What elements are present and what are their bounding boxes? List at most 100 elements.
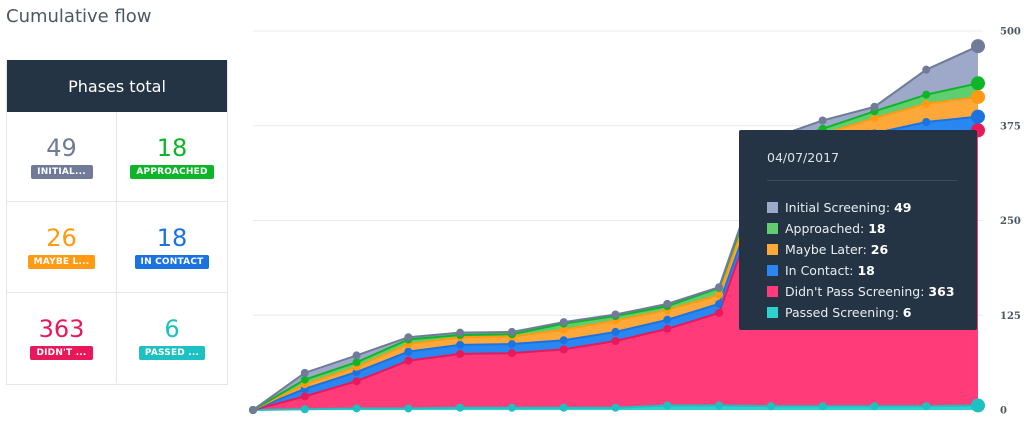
data-point[interactable] [352,351,361,360]
data-point[interactable] [456,349,465,358]
data-point[interactable] [300,375,309,384]
data-point[interactable] [971,76,985,91]
data-point[interactable] [559,325,568,334]
tooltip-row: Didn't Pass Screening: 363 [767,281,955,302]
tooltip-value: 18 [868,221,886,236]
data-point[interactable] [456,328,465,337]
data-point[interactable] [715,308,724,317]
data-point[interactable] [922,99,931,108]
tooltip-label: Passed Screening: [785,305,899,320]
data-point[interactable] [611,310,620,319]
data-point[interactable] [456,403,465,412]
data-point[interactable] [870,402,879,411]
phase-cell[interactable]: 363 DIDN'T ... [7,293,117,383]
tooltip-swatch [767,265,778,276]
data-point[interactable] [404,404,413,413]
data-point[interactable] [559,318,568,327]
phase-count: 49 [46,133,77,162]
data-point[interactable] [404,356,413,365]
data-point[interactable] [404,333,413,342]
chart-tooltip: 04/07/2017 Initial Screening: 49 Approache… [739,130,977,330]
data-point[interactable] [870,114,879,123]
data-point[interactable] [559,336,568,345]
data-point[interactable] [456,340,465,349]
tooltip-label: Maybe Later: [785,242,867,257]
data-point[interactable] [352,404,361,413]
data-point[interactable] [559,403,568,412]
tooltip-date: 04/07/2017 [767,150,840,165]
y-tick-label: 375 [1000,121,1021,132]
data-point[interactable] [663,299,672,308]
phase-badge: MAYBE L... [27,255,96,269]
tooltip-value: 49 [894,200,912,215]
data-point[interactable] [507,327,516,336]
data-point[interactable] [611,337,620,346]
y-tick-label: 500 [1000,27,1021,38]
data-point[interactable] [404,347,413,356]
phase-count: 26 [46,224,77,252]
data-point[interactable] [663,324,672,333]
phase-count: 363 [38,315,85,343]
phase-cell[interactable]: 18 APPROACHED [117,112,227,202]
data-point[interactable] [715,299,724,308]
data-point[interactable] [300,368,309,377]
data-point[interactable] [971,39,985,54]
tooltip-value: 363 [928,284,955,299]
area-series-3 [253,96,978,411]
data-point[interactable] [971,398,985,413]
tooltip-value: 6 [902,305,912,320]
data-point[interactable] [971,109,985,124]
data-point[interactable] [663,401,672,410]
data-point[interactable] [559,345,568,354]
tooltip-list: Initial Screening: 49 Approached: 18 Maybe L… [767,197,955,323]
data-point[interactable] [507,403,516,412]
tooltip-label: In Contact: [785,263,854,278]
data-point[interactable] [818,402,827,411]
data-point[interactable] [870,102,879,111]
data-point[interactable] [922,90,931,99]
y-tick-label: 0 [1000,406,1007,417]
y-tick-label: 250 [1000,216,1021,227]
tooltip-row: Passed Screening: 6 [767,302,955,323]
phase-badge: INITIAL... [30,164,93,179]
data-point[interactable] [352,377,361,386]
data-point[interactable] [249,406,257,414]
tooltip-swatch [767,223,778,234]
tooltip-value: 18 [857,263,875,278]
phase-badge: IN CONTACT [134,255,210,269]
tooltip-row: In Contact: 18 [767,260,955,281]
data-point[interactable] [352,358,361,367]
data-point[interactable] [663,315,672,324]
data-point[interactable] [300,405,309,414]
data-point[interactable] [507,349,516,358]
data-point[interactable] [922,65,931,74]
phase-cell[interactable]: 26 MAYBE L... [7,202,117,293]
data-point[interactable] [611,327,620,336]
data-point[interactable] [766,402,775,411]
tooltip-swatch [767,244,778,255]
tooltip-label: Approached: [785,221,865,236]
tooltip-row: Initial Screening: 49 [767,197,955,218]
data-point[interactable] [715,283,724,292]
data-point[interactable] [507,340,516,349]
tooltip-label: Initial Screening: [785,200,891,215]
phase-cell[interactable]: 6 PASSED ... [117,293,227,383]
data-point[interactable] [818,116,827,125]
tooltip-row: Maybe Later: 26 [767,239,955,260]
data-point[interactable] [715,401,724,410]
tooltip-row: Approached: 18 [767,218,955,239]
phase-cell[interactable]: 49 INITIAL... [7,112,117,202]
data-point[interactable] [971,89,985,104]
data-point[interactable] [715,290,724,299]
page-title: Cumulative flow [6,6,152,27]
data-point[interactable] [300,392,309,401]
phase-count: 6 [164,315,180,343]
data-point[interactable] [922,117,931,126]
phase-cell[interactable]: 18 IN CONTACT [117,202,227,293]
tooltip-swatch [767,307,778,318]
tooltip-divider [767,180,957,181]
phases-total-header: Phases total [7,60,227,112]
data-point[interactable] [611,403,620,412]
data-point[interactable] [922,402,931,411]
phases-total-panel: Phases total 49 INITIAL... 18 APPROACHED 26 M… [6,60,228,385]
